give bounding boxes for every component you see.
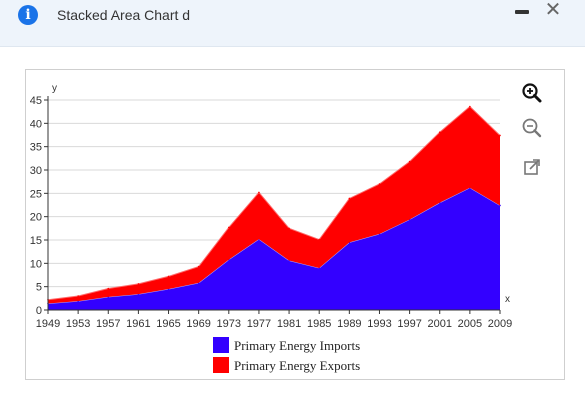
data-point xyxy=(469,105,471,108)
zoom-out-icon[interactable] xyxy=(520,116,544,140)
title-bar: i Stacked Area Chart d ✕ xyxy=(0,0,585,47)
x-tick-label: 1973 xyxy=(217,318,241,330)
y-tick-label: 10 xyxy=(30,258,42,270)
legend-item-exports[interactable]: Primary Energy Exports xyxy=(213,357,413,373)
x-tick-label: 1993 xyxy=(367,318,391,330)
series-line xyxy=(47,105,501,301)
data-point xyxy=(258,191,260,194)
legend-item-imports[interactable]: Primary Energy Imports xyxy=(213,337,413,353)
x-tick-label: 1985 xyxy=(307,318,331,330)
x-tick-label: 1997 xyxy=(397,318,421,330)
data-point xyxy=(438,131,441,133)
x-tick-label: 1949 xyxy=(36,318,60,330)
data-point xyxy=(107,287,110,290)
data-point xyxy=(499,134,501,137)
data-point xyxy=(408,160,411,163)
data-point xyxy=(167,275,170,278)
x-axis-label: x xyxy=(505,294,510,305)
close-icon[interactable]: ✕ xyxy=(544,0,562,21)
area-series xyxy=(48,187,500,310)
legend-label: Primary Energy Exports xyxy=(234,358,361,373)
y-axis-label: y xyxy=(52,83,57,94)
x-tick-label: 1977 xyxy=(247,318,271,330)
y-tick-label: 35 xyxy=(30,142,42,154)
minimize-icon[interactable] xyxy=(515,10,529,14)
zoom-in-icon[interactable] xyxy=(520,81,544,105)
data-point xyxy=(318,238,321,241)
x-tick-label: 2005 xyxy=(458,318,482,330)
legend-swatch xyxy=(213,357,229,373)
y-tick-label: 40 xyxy=(30,118,42,130)
expand-icon[interactable] xyxy=(520,155,544,179)
info-icon: i xyxy=(18,5,38,25)
x-tick-label: 2001 xyxy=(427,318,451,330)
legend-swatch xyxy=(213,337,229,353)
data-point xyxy=(137,283,140,285)
data-point xyxy=(348,197,351,200)
y-tick-label: 20 xyxy=(30,212,42,224)
y-tick-label: 5 xyxy=(36,282,42,294)
x-tick-label: 1965 xyxy=(156,318,180,330)
y-tick-label: 30 xyxy=(30,165,42,177)
y-tick-label: 25 xyxy=(30,188,42,200)
x-tick-label: 1957 xyxy=(96,318,120,330)
x-tick-label: 2009 xyxy=(488,318,512,330)
y-tick-label: 45 xyxy=(30,95,42,107)
data-point xyxy=(77,295,79,297)
y-tick-label: 15 xyxy=(30,235,42,247)
x-tick-label: 1953 xyxy=(66,318,90,330)
legend-label: Primary Energy Imports xyxy=(234,338,361,353)
window-title: Stacked Area Chart d xyxy=(57,7,191,23)
x-tick-label: 1981 xyxy=(277,318,301,330)
data-point xyxy=(288,227,290,230)
x-tick-label: 1969 xyxy=(186,318,210,330)
data-point xyxy=(228,226,230,229)
area-series xyxy=(48,106,500,304)
x-tick-label: 1989 xyxy=(337,318,361,330)
y-tick-label: 0 xyxy=(36,305,42,317)
data-point xyxy=(378,183,381,185)
data-point xyxy=(197,265,200,268)
x-tick-label: 1961 xyxy=(126,318,150,330)
